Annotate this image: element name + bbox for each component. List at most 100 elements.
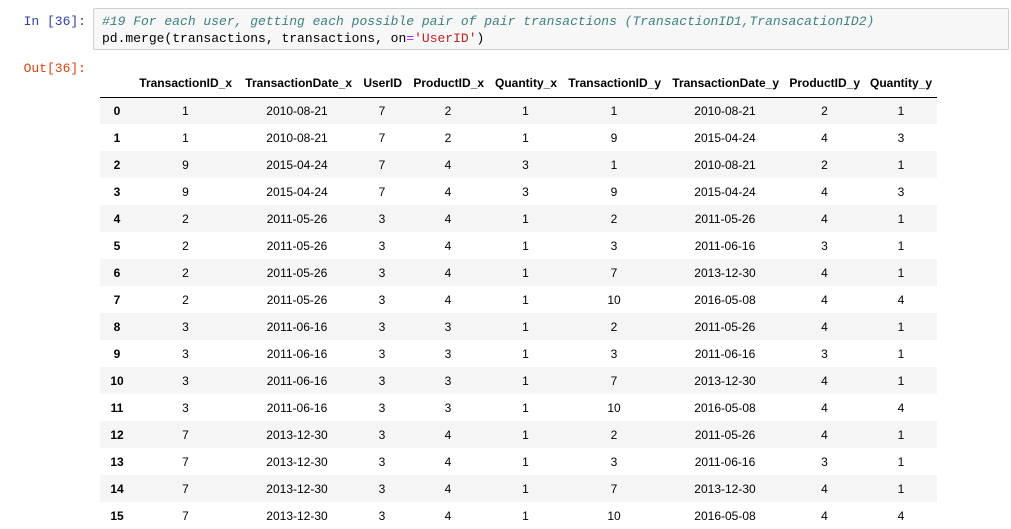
table-cell-quantity-x: 1 [522, 373, 529, 388]
table-row: 2 9 2015-04-24 7 4 3 1 2010-08-21 2 1 [100, 151, 938, 178]
table-cell-quantity-y: 1 [897, 454, 905, 469]
table-cell-quantity-y: 1 [897, 157, 905, 172]
table-cell-transactionid-x: 3 [182, 373, 189, 388]
table-cell-quantity-y: 1 [897, 238, 905, 253]
table-cell-productid-x: 3 [444, 319, 452, 334]
code-token-module: pd [102, 31, 118, 46]
table-cell-productid-x: 4 [444, 157, 452, 172]
table-cell-quantity-x: 1 [522, 238, 529, 253]
row-index: 6 [113, 265, 121, 280]
table-cell-userid: 3 [378, 319, 386, 334]
table-row: 6 2 2011-05-26 3 4 1 7 2013-12-30 4 1 [100, 259, 938, 286]
table-cell-transactiondate-x: 2011-06-16 [266, 346, 328, 361]
table-cell-transactionid-x: 3 [182, 346, 189, 361]
table-cell-transactiondate-y: 2013-12-30 [694, 265, 756, 280]
table-cell-transactiondate-y: 2015-04-24 [694, 130, 756, 145]
row-index: 1 [113, 130, 121, 145]
table-row: 9 3 2011-06-16 3 3 1 3 2011-06-16 3 1 [100, 340, 938, 367]
table-cell-quantity-x: 1 [522, 346, 529, 361]
header-row: TransactionID_x TransactionDate_x UserID Pr… [100, 70, 938, 98]
column-header-quantity-x: Quantity_x [489, 70, 562, 98]
table-cell-productid-x: 4 [444, 427, 452, 442]
table-cell-transactionid-x: 2 [182, 265, 189, 280]
table-cell-productid-x: 3 [444, 400, 452, 415]
table-cell-quantity-x: 1 [522, 454, 529, 469]
table-cell-userid: 7 [378, 184, 386, 199]
table-cell-transactiondate-y: 2011-06-16 [694, 238, 756, 253]
table-cell-userid: 3 [378, 346, 386, 361]
table-cell-transactionid-x: 7 [182, 427, 189, 442]
table-cell-transactionid-y: 1 [610, 157, 618, 172]
table-cell-quantity-y: 3 [897, 130, 905, 145]
table-cell-quantity-x: 1 [522, 427, 529, 442]
row-index: 15 [110, 508, 124, 523]
table-cell-transactionid-x: 1 [182, 103, 189, 118]
table-cell-transactionid-y: 1 [610, 103, 618, 118]
table-row: 3 9 2015-04-24 7 4 3 9 2015-04-24 4 3 [100, 178, 938, 205]
table-cell-transactionid-y: 3 [610, 238, 618, 253]
table-cell-productid-y: 3 [821, 454, 828, 469]
table-row: 12 7 2013-12-30 3 4 1 2 2011-05-26 4 1 [100, 421, 938, 448]
table-cell-transactionid-y: 10 [607, 292, 621, 307]
table-cell-productid-x: 4 [444, 292, 452, 307]
table-cell-quantity-x: 1 [522, 265, 529, 280]
table-header: TransactionID_x TransactionDate_x UserID Pr… [100, 70, 938, 98]
table-cell-transactiondate-y: 2011-06-16 [694, 454, 756, 469]
table-cell-quantity-y: 1 [897, 265, 905, 280]
table-cell-userid: 3 [378, 508, 386, 523]
column-header-transactiondate-x: TransactionDate_x [237, 70, 357, 98]
table-cell-transactionid-x: 3 [182, 400, 189, 415]
table-cell-transactiondate-x: 2011-06-16 [266, 319, 328, 334]
table-cell-userid: 3 [378, 238, 386, 253]
table-cell-productid-x: 3 [444, 346, 452, 361]
table-cell-quantity-y: 3 [897, 184, 905, 199]
table-cell-productid-y: 4 [821, 211, 828, 226]
table-cell-userid: 3 [378, 427, 386, 442]
row-index: 5 [113, 238, 121, 253]
table-cell-transactionid-y: 2 [610, 427, 618, 442]
table-cell-quantity-y: 1 [897, 319, 905, 334]
column-header-transactionid-x: TransactionID_x [134, 70, 237, 98]
table-cell-transactionid-y: 7 [610, 265, 618, 280]
table-cell-productid-y: 2 [821, 103, 828, 118]
table-cell-productid-y: 4 [821, 130, 828, 145]
table-cell-transactionid-x: 7 [182, 508, 189, 523]
table-cell-userid: 3 [378, 211, 386, 226]
output-area: TransactionID_x TransactionDate_x UserID Pr… [100, 70, 938, 529]
table-cell-productid-x: 4 [444, 265, 452, 280]
table-cell-transactiondate-x: 2013-12-30 [266, 454, 328, 469]
table-cell-transactionid-x: 2 [182, 211, 189, 226]
row-index: 10 [110, 373, 124, 388]
table-cell-quantity-x: 3 [522, 184, 529, 199]
table-cell-quantity-x: 1 [522, 211, 529, 226]
table-row: 4 2 2011-05-26 3 4 1 2 2011-05-26 4 1 [100, 205, 938, 232]
table-cell-transactiondate-x: 2011-05-26 [266, 265, 328, 280]
table-cell-transactiondate-y: 2011-06-16 [694, 346, 756, 361]
input-prompt: In [36]: [23, 14, 86, 29]
code-token-string: 'UserID' [414, 31, 477, 46]
table-cell-transactiondate-x: 2010-08-21 [266, 103, 328, 118]
table-cell-productid-x: 4 [444, 508, 452, 523]
table-cell-transactiondate-x: 2013-12-30 [266, 427, 328, 442]
table-cell-transactionid-y: 3 [610, 454, 618, 469]
table-cell-productid-y: 4 [821, 400, 828, 415]
column-header-transactiondate-y: TransactionDate_y [666, 70, 784, 98]
table-cell-transactiondate-x: 2011-05-26 [266, 211, 328, 226]
table-cell-transactionid-x: 2 [182, 238, 189, 253]
table-cell-productid-y: 4 [821, 508, 828, 523]
code-editor[interactable]: #19 For each user, getting each possible… [93, 8, 1009, 50]
table-cell-productid-x: 4 [444, 211, 452, 226]
table-cell-transactionid-y: 7 [610, 481, 618, 496]
table-cell-quantity-y: 1 [897, 346, 905, 361]
table-cell-userid: 7 [378, 130, 386, 145]
table-row: 10 3 2011-06-16 3 3 1 7 2013-12-30 4 1 [100, 367, 938, 394]
table-cell-transactionid-y: 7 [610, 373, 618, 388]
table-cell-transactionid-y: 9 [610, 184, 618, 199]
table-cell-productid-y: 4 [821, 265, 828, 280]
code-token-call: merge(transactions, transactions, on [125, 31, 407, 46]
table-cell-productid-y: 4 [821, 184, 828, 199]
table-cell-userid: 3 [378, 400, 386, 415]
table-cell-transactiondate-x: 2015-04-24 [266, 184, 328, 199]
table-cell-productid-x: 4 [444, 481, 452, 496]
table-cell-transactiondate-y: 2011-05-26 [694, 427, 756, 442]
